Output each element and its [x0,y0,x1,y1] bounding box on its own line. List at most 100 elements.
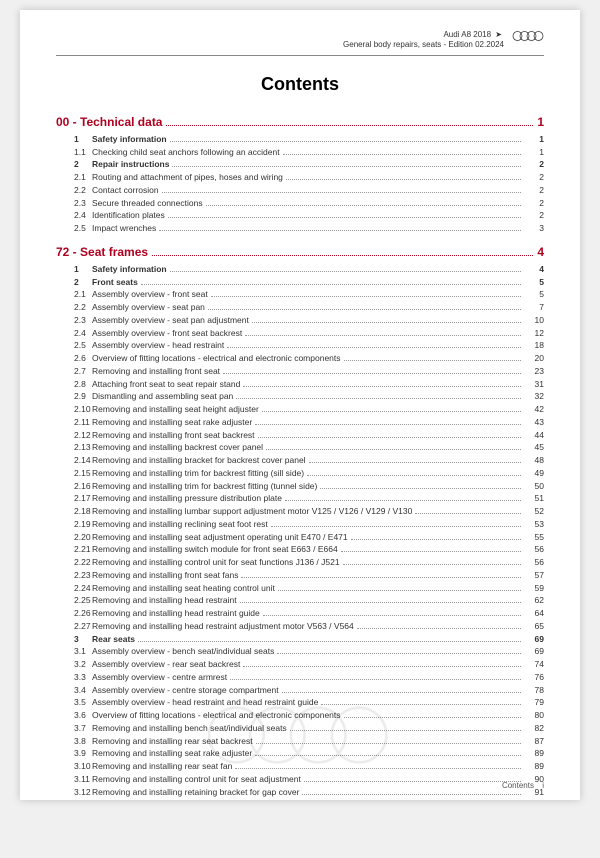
toc-row: 2.11Removing and installing seat rake ad… [56,416,544,429]
toc-item-number: 3.10 [56,760,92,773]
page-footer: Contents i [502,781,544,790]
dot-leader [255,424,521,425]
toc-item-page: 2 [524,158,544,171]
dot-leader [235,768,521,769]
toc-item-number: 2.18 [56,505,92,518]
toc-item-title: Removing and installing head restraint [92,594,237,607]
toc-row: 3.2Assembly overview - rear seat backres… [56,658,544,671]
toc-item-number: 2 [56,158,92,171]
toc-item-page: 64 [524,607,544,620]
toc-item-title: Front seats [92,276,138,289]
dot-leader [170,271,521,272]
toc-row: 2.4Assembly overview - front seat backre… [56,327,544,340]
dot-leader [172,166,521,167]
toc-item-title: Safety information [92,133,167,146]
toc-item-page: 50 [524,480,544,493]
toc-item-page: 5 [524,276,544,289]
dot-leader [159,230,521,231]
toc-row: 2.13Removing and installing backrest cov… [56,441,544,454]
toc-row: 2.4Identification plates2 [56,209,544,222]
toc-row: 2.16Removing and installing trim for bac… [56,480,544,493]
toc-item-title: Removing and installing pressure distrib… [92,492,282,505]
dot-leader [168,217,521,218]
toc-item-title: Removing and installing head restraint g… [92,607,260,620]
toc-item-title: Secure threaded connections [92,197,203,210]
toc-item-page: 62 [524,594,544,607]
dot-leader [240,602,521,603]
toc-item-title: Assembly overview - head restraint and h… [92,696,318,709]
toc-item-number: 3 [56,633,92,646]
toc-row: 2.24Removing and installing seat heating… [56,582,544,595]
toc-item-number: 2.22 [56,556,92,569]
toc-item-number: 2.24 [56,582,92,595]
toc-row: 2.19Removing and installing reclining se… [56,518,544,531]
toc-item-title: Removing and installing seat height adju… [92,403,259,416]
toc-item-page: 53 [524,518,544,531]
toc-item-page: 7 [524,301,544,314]
toc-row: 2.6Overview of fitting locations - elect… [56,352,544,365]
toc-item-number: 2.3 [56,314,92,327]
toc-item-page: 69 [524,633,544,646]
toc-row: 3.7Removing and installing bench seat/in… [56,722,544,735]
toc-item-title: Overview of fitting locations - electric… [92,709,341,722]
toc-section-heading: 00 - Technical data1 [56,115,544,129]
toc-item-page: 82 [524,722,544,735]
toc-row: 2.5Impact wrenches3 [56,222,544,235]
toc-item-page: 5 [524,288,544,301]
footer-label: Contents [502,781,534,790]
toc-item-title: Attaching front seat to seat repair stan… [92,378,240,391]
dot-leader [278,590,521,591]
dot-leader [258,437,521,438]
toc-item-number: 2.6 [56,352,92,365]
toc-item-title: Assembly overview - front seat [92,288,208,301]
dot-leader [208,309,521,310]
toc-item-title: Removing and installing seat adjustment … [92,531,348,544]
toc-item-title: Removing and installing switch module fo… [92,543,338,556]
dot-leader [252,322,521,323]
dot-leader [277,653,521,654]
toc-item-page: 69 [524,645,544,658]
dot-leader [290,730,521,731]
toc-item-page: 89 [524,760,544,773]
toc-row: 3.5Assembly overview - head restraint an… [56,696,544,709]
toc-item-number: 2.27 [56,620,92,633]
toc-item-number: 3.3 [56,671,92,684]
toc-item-title: Assembly overview - bench seat/individua… [92,645,274,658]
toc-item-number: 2 [56,276,92,289]
toc-item-number: 3.2 [56,658,92,671]
toc-item-number: 3.11 [56,773,92,786]
toc-row: 2.8Attaching front seat to seat repair s… [56,378,544,391]
toc-row: 2.18Removing and installing lumbar suppo… [56,505,544,518]
toc-item-number: 2.2 [56,301,92,314]
toc-row: 3.9Removing and installing seat rake adj… [56,747,544,760]
toc-item-number: 2.17 [56,492,92,505]
toc-item-page: 44 [524,429,544,442]
toc-item-title: Assembly overview - front seat backrest [92,327,242,340]
toc-item-title: Removing and installing reclining seat f… [92,518,268,531]
section-number: 72 - Seat frames [56,245,148,259]
dot-leader [243,386,521,387]
toc-item-number: 2.15 [56,467,92,480]
toc-item-number: 2.1 [56,288,92,301]
toc-item-page: 12 [524,327,544,340]
toc-item-number: 2.14 [56,454,92,467]
toc-row: 2.12Removing and installing front seat b… [56,429,544,442]
dot-leader [343,564,521,565]
toc-item-page: 57 [524,569,544,582]
toc-item-title: Checking child seat anchors following an… [92,146,280,159]
toc-item-number: 2.1 [56,171,92,184]
dot-leader [243,666,521,667]
toc-item-page: 2 [524,171,544,184]
dot-leader [307,475,521,476]
dot-leader [230,679,521,680]
toc-item-page: 74 [524,658,544,671]
toc-item-number: 2.2 [56,184,92,197]
dot-leader [255,755,521,756]
dot-leader [320,488,521,489]
dot-leader [256,743,521,744]
section-page: 1 [537,115,544,129]
toc-item-page: 1 [524,146,544,159]
dot-leader [283,154,521,155]
toc-item-title: Impact wrenches [92,222,156,235]
toc-item-title: Removing and installing backrest cover p… [92,441,263,454]
